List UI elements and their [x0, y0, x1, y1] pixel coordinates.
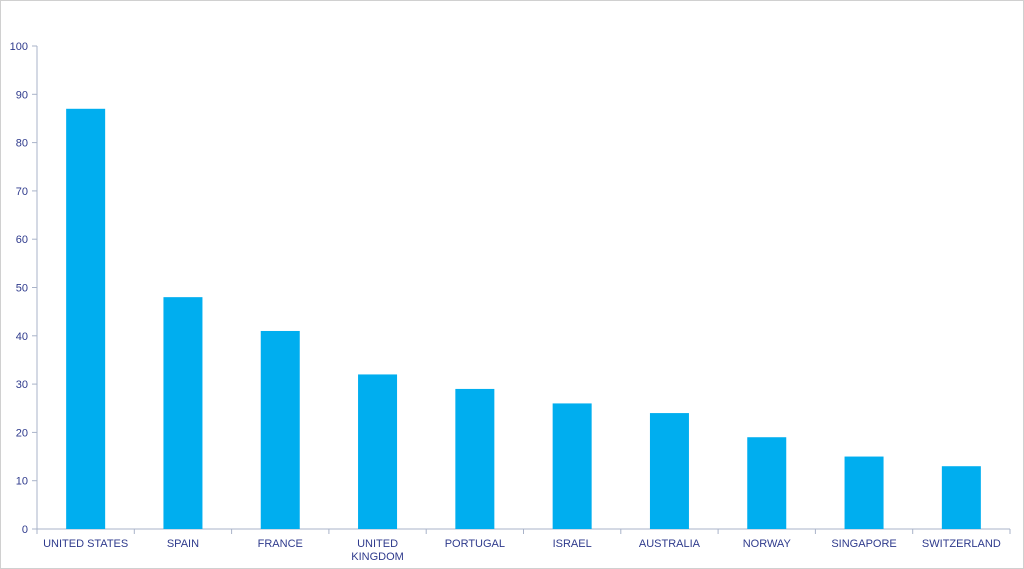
x-tick-label: AUSTRALIA: [639, 538, 701, 550]
x-tick-label: NORWAY: [743, 538, 792, 550]
y-tick-label: 20: [16, 427, 28, 439]
y-tick-label: 30: [16, 379, 28, 391]
y-tick-label: 60: [16, 234, 28, 246]
y-tick-label: 80: [16, 138, 28, 150]
x-tick-label: SWITZERLAND: [922, 538, 1001, 550]
x-tick-label: SPAIN: [167, 538, 199, 550]
y-tick-label: 50: [16, 283, 28, 295]
y-tick-label: 40: [16, 331, 28, 343]
y-tick-label: 0: [22, 524, 28, 536]
y-tick-label: 10: [16, 476, 28, 488]
x-tick-label: PORTUGAL: [445, 538, 505, 550]
bar: [747, 437, 787, 529]
x-tick-label: UNITED KINGDOM: [351, 538, 404, 563]
bar: [358, 374, 398, 529]
y-tick-label: 100: [10, 41, 28, 53]
x-tick-label: UNITED STATES: [43, 538, 128, 550]
y-tick-label: 70: [16, 186, 28, 198]
bar: [163, 297, 203, 529]
bar: [649, 413, 689, 529]
x-tick-label: SINGAPORE: [831, 538, 896, 550]
bar: [260, 330, 300, 529]
x-tick-label: ISRAEL: [553, 538, 592, 550]
bar: [844, 456, 884, 529]
x-tick-label: FRANCE: [258, 538, 303, 550]
y-tick-label: 90: [16, 89, 28, 101]
bar: [455, 388, 495, 529]
bar: [66, 108, 106, 529]
bar: [941, 466, 981, 529]
bar: [552, 403, 592, 529]
